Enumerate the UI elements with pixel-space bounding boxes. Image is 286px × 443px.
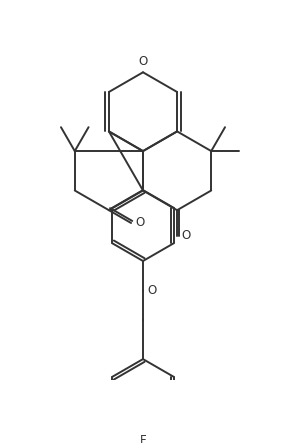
Text: O: O (147, 284, 156, 297)
Text: O: O (138, 54, 148, 68)
Text: F: F (140, 434, 146, 443)
Text: O: O (135, 217, 144, 229)
Text: O: O (181, 229, 190, 242)
